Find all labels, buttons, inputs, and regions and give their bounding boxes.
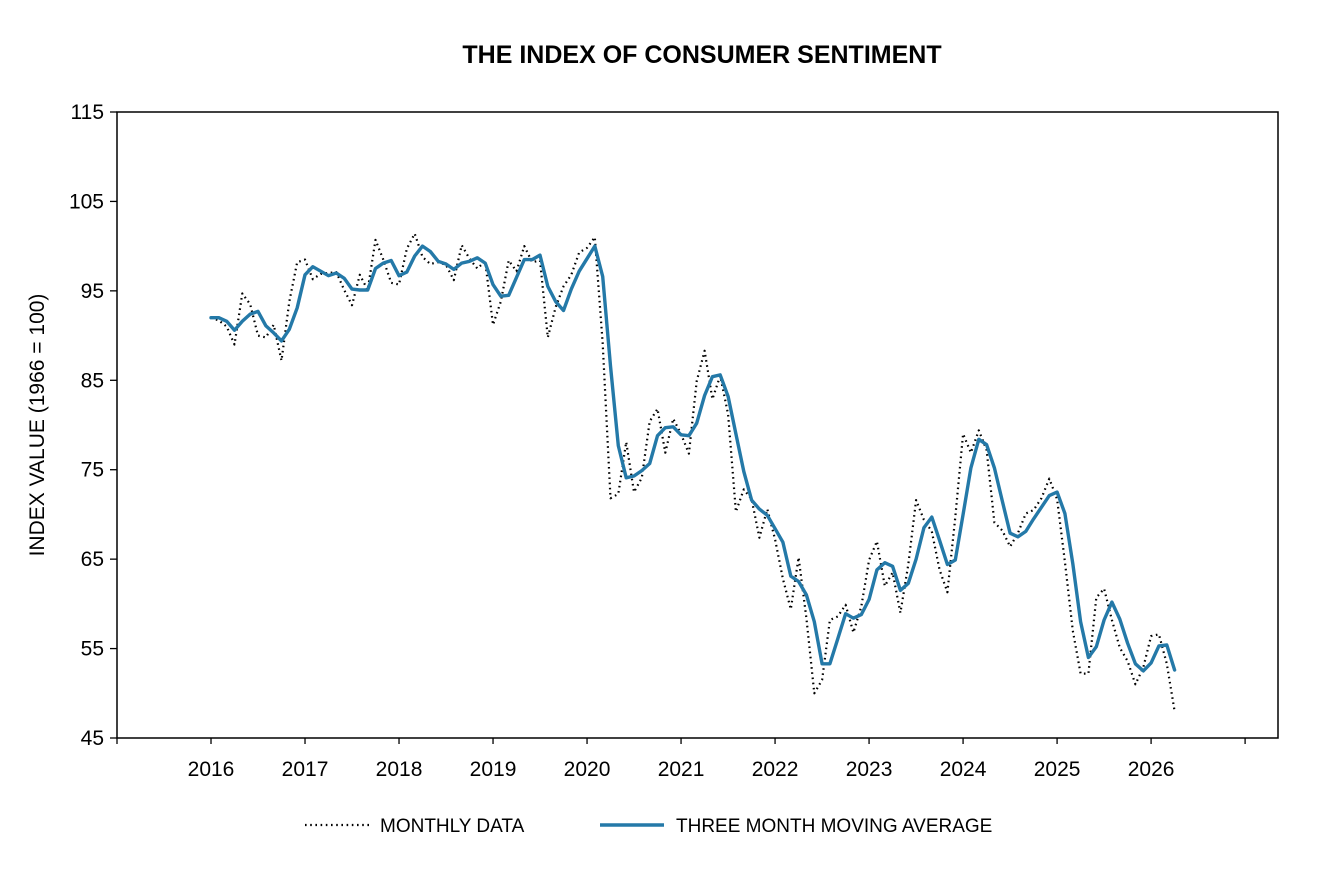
x-tick-label: 2019 [470, 758, 517, 781]
y-axis-label: INDEX VALUE (1966 = 100) [26, 294, 49, 557]
y-tick-label: 105 [69, 190, 104, 213]
x-tick-label: 2022 [752, 758, 799, 781]
x-tick-label: 2023 [846, 758, 893, 781]
y-tick-label: 55 [81, 638, 104, 661]
x-tick-label: 2020 [564, 758, 611, 781]
legend-moving-average-label: THREE MONTH MOVING AVERAGE [676, 816, 992, 837]
y-tick-label: 115 [71, 101, 104, 124]
chart-title: THE INDEX OF CONSUMER SENTIMENT [462, 41, 941, 69]
monthly-data-line [210, 232, 1176, 712]
x-tick-label: 2016 [188, 758, 235, 781]
y-tick-label: 65 [81, 548, 104, 571]
legend-monthly-label: MONTHLY DATA [380, 816, 525, 837]
y-tick-label: 95 [81, 280, 104, 303]
series-layer [209, 232, 1177, 712]
x-tick-label: 2024 [940, 758, 987, 781]
x-axis-ticks: 2016 2017 2018 2019 2020 2021 2022 2023 2024 2025… [116, 738, 1246, 781]
moving-average-line [209, 244, 1177, 673]
x-tick-label: 2017 [282, 758, 329, 781]
y-axis-ticks: 45 55 65 75 85 95 105 115 [69, 101, 117, 750]
plot-area [116, 111, 1279, 739]
x-tick-label: 2018 [376, 758, 423, 781]
y-tick-label: 45 [81, 727, 104, 750]
y-tick-label: 75 [81, 459, 104, 482]
legend: MONTHLY DATA THREE MONTH MOVING AVERAGE [305, 816, 992, 837]
x-tick-label: 2025 [1034, 758, 1081, 781]
x-tick-label: 2026 [1128, 758, 1175, 781]
y-tick-label: 85 [81, 369, 104, 392]
x-tick-label: 2021 [658, 758, 705, 781]
